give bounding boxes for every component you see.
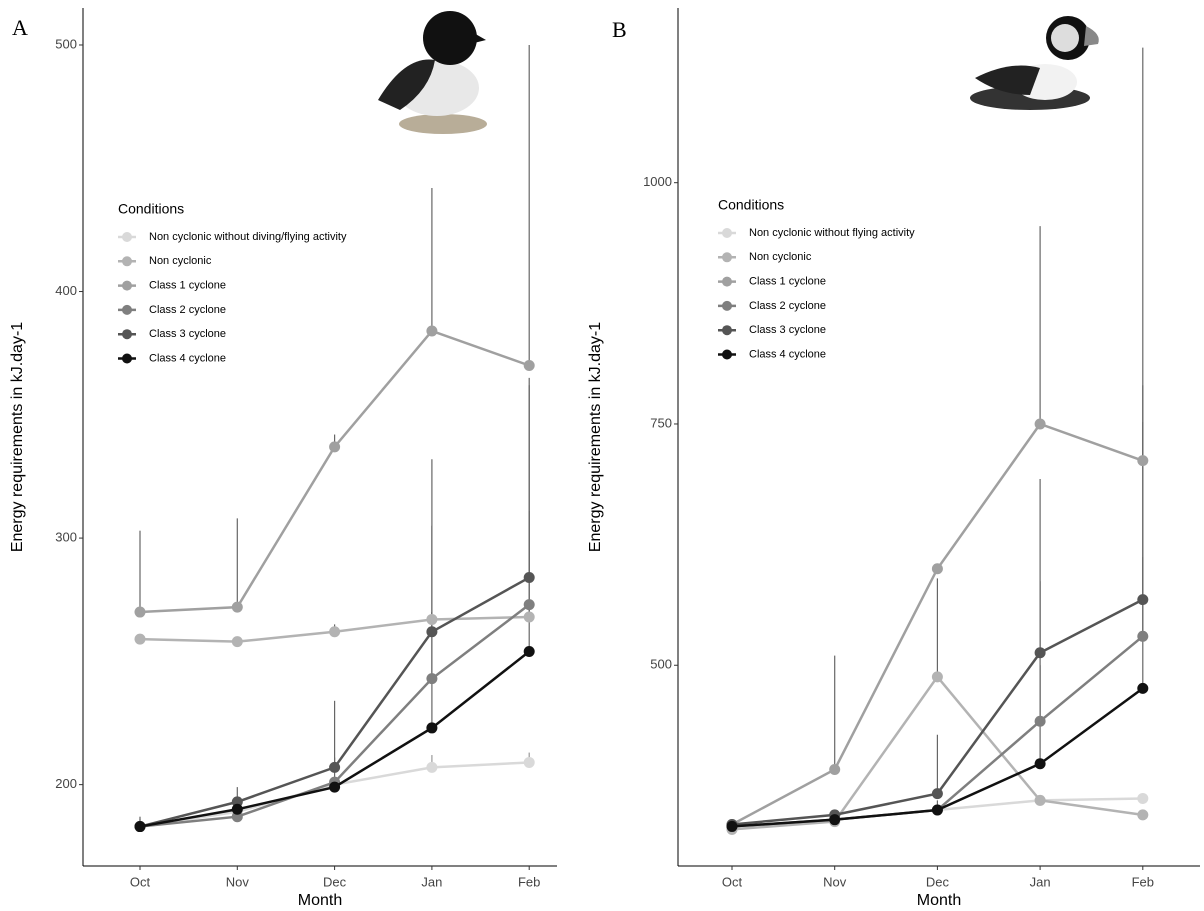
data-point [829,814,841,826]
data-point [523,646,535,657]
y-tick-label: 750 [650,415,672,430]
x-axis-label: Month [917,892,961,909]
legend-label: Class 3 cyclone [149,328,226,340]
data-point [726,820,738,832]
data-point [1137,682,1149,694]
data-point [426,325,438,337]
x-tick-label: Oct [130,874,151,889]
y-axis-label: Energy requirements in kJ.day-1 [9,322,26,552]
data-point [523,572,535,584]
data-point [426,613,438,625]
y-tick-label: 1000 [643,174,672,189]
data-point [231,601,243,613]
legend-swatch [122,256,132,267]
x-tick-label: Feb [518,874,540,889]
data-point [426,626,438,638]
legend-swatch [122,353,132,364]
data-point [1034,794,1046,806]
data-point [931,804,943,816]
legend-label: Class 2 cyclone [149,304,226,316]
data-point [1137,630,1149,642]
x-tick-label: Jan [421,874,442,889]
data-point [231,803,243,815]
data-point [523,756,535,768]
data-point [134,606,146,618]
legend-swatch [722,349,732,360]
data-point [426,673,438,685]
legend-label: Non cyclonic [149,255,212,267]
data-point [134,633,146,645]
legend-swatch [122,232,132,242]
legend-swatch [722,228,732,238]
legend-swatch [722,325,732,336]
legend-swatch [722,252,732,263]
legend-label: Non cyclonic without diving/flying activ… [149,231,347,243]
legend-label: Non cyclonic [749,251,812,263]
legend-swatch [122,304,132,315]
y-tick-label: 200 [55,776,77,791]
data-point [523,611,535,623]
legend-swatch [122,329,132,340]
x-tick-label: Dec [323,874,347,889]
legend-label: Class 1 cyclone [149,280,226,292]
data-point [329,626,341,638]
legend-title: Conditions [118,201,184,217]
legend-label: Class 4 cyclone [749,348,826,360]
data-point [1034,758,1046,770]
bird-illustration-b [970,16,1099,110]
x-tick-label: Dec [926,874,950,889]
x-tick-label: Nov [226,874,250,889]
legend-label: Non cyclonic without flying activity [749,227,915,239]
legend-label: Class 4 cyclone [149,352,226,364]
data-point [329,781,341,793]
legend-title: Conditions [718,197,784,213]
legend-label: Class 1 cyclone [749,276,826,288]
legend-label: Class 3 cyclone [749,324,826,336]
x-axis-label: Month [298,892,342,909]
x-tick-label: Nov [823,874,847,889]
data-point [134,821,146,833]
legend-swatch [722,276,732,287]
data-point [426,761,438,773]
data-point [931,788,943,800]
data-point [1137,792,1149,804]
y-tick-label: 500 [55,36,77,51]
panel-label: A [12,15,28,40]
data-point [523,360,535,371]
data-point [231,636,243,648]
y-tick-label: 300 [55,530,77,545]
data-point [1137,594,1149,606]
legend-swatch [122,280,132,291]
data-point [1137,455,1149,467]
y-tick-label: 500 [650,657,672,672]
panel-label: B [612,17,627,42]
data-point [1034,715,1046,727]
bird-illustration-a [378,11,487,134]
x-tick-label: Feb [1132,874,1154,889]
data-point [426,722,438,734]
x-tick-label: Oct [722,874,743,889]
y-tick-label: 400 [55,283,77,298]
data-point [1137,809,1149,821]
data-point [931,563,943,575]
x-tick-label: Jan [1030,874,1051,889]
data-point [329,441,341,453]
y-axis-label: Energy requirements in kJ.day-1 [587,322,604,552]
data-point [1034,647,1046,659]
data-point [523,599,535,611]
data-point [931,671,943,683]
data-point [1034,418,1046,430]
legend-swatch [722,300,732,311]
data-point [829,763,841,775]
legend-label: Class 2 cyclone [749,300,826,312]
data-point [329,761,341,773]
series-line [139,329,530,614]
